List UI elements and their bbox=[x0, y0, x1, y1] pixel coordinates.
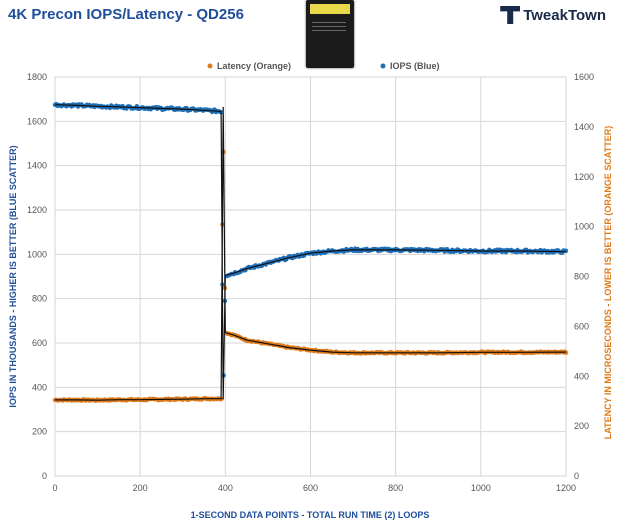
y-left-tick-label: 1200 bbox=[27, 205, 47, 215]
legend-marker bbox=[207, 63, 213, 69]
ssd-product-image bbox=[306, 0, 354, 68]
x-tick-label: 0 bbox=[52, 483, 57, 493]
tweaktown-logo: TweakTown bbox=[500, 6, 606, 24]
y-right-tick-label: 1400 bbox=[574, 122, 594, 132]
chart-title: 4K Precon IOPS/Latency - QD256 bbox=[8, 6, 244, 23]
y-left-tick-label: 0 bbox=[42, 471, 47, 481]
legend-label: Latency (Orange) bbox=[217, 61, 291, 71]
y-right-tick-label: 1600 bbox=[574, 72, 594, 82]
y-right-tick-label: 600 bbox=[574, 321, 589, 331]
x-axis-label: 1-SECOND DATA POINTS - TOTAL RUN TIME (2… bbox=[191, 510, 430, 520]
x-tick-label: 800 bbox=[388, 483, 403, 493]
iops-point bbox=[563, 248, 569, 253]
y-right-tick-label: 1200 bbox=[574, 172, 594, 182]
y-right-axis-label: LATENCY IN MICROSECONDS - LOWER IS BETTE… bbox=[603, 126, 613, 440]
y-right-tick-label: 0 bbox=[574, 471, 579, 481]
y-left-tick-label: 600 bbox=[32, 338, 47, 348]
x-tick-label: 200 bbox=[133, 483, 148, 493]
y-left-tick-label: 200 bbox=[32, 427, 47, 437]
y-right-tick-label: 800 bbox=[574, 272, 589, 282]
y-left-tick-label: 1000 bbox=[27, 249, 47, 259]
y-left-tick-label: 1600 bbox=[27, 116, 47, 126]
x-tick-label: 400 bbox=[218, 483, 233, 493]
latency-trend-line bbox=[55, 106, 567, 401]
x-tick-label: 1200 bbox=[556, 483, 576, 493]
legend-marker bbox=[380, 63, 386, 69]
logo-text: TweakTown bbox=[523, 6, 606, 24]
x-tick-label: 1000 bbox=[471, 483, 491, 493]
y-right-tick-label: 400 bbox=[574, 371, 589, 381]
legend-label: IOPS (Blue) bbox=[390, 61, 440, 71]
x-tick-label: 600 bbox=[303, 483, 318, 493]
iops-trend-line bbox=[54, 104, 567, 400]
y-right-tick-label: 1000 bbox=[574, 222, 594, 232]
y-left-tick-label: 400 bbox=[32, 382, 47, 392]
y-left-tick-label: 1400 bbox=[27, 161, 47, 171]
y-left-tick-label: 1800 bbox=[27, 72, 47, 82]
y-right-tick-label: 200 bbox=[574, 421, 589, 431]
y-left-axis-label: IOPS IN THOUSANDS - HIGHER IS BETTER (BL… bbox=[8, 145, 18, 407]
y-left-tick-label: 800 bbox=[32, 294, 47, 304]
